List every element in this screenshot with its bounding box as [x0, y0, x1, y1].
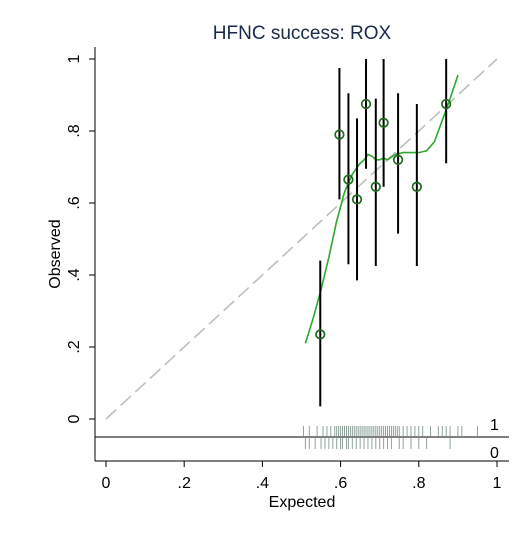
y-ticks: 0 .2 .4 .6 .8 1 — [66, 54, 95, 423]
data-point — [441, 98, 452, 110]
x-tick-label: .6 — [334, 475, 347, 492]
x-tick-label: .4 — [256, 475, 269, 492]
y-tick-label: .2 — [66, 340, 83, 353]
reference-line — [105, 58, 498, 420]
data-point — [378, 117, 389, 128]
y-tick-label: .6 — [66, 196, 83, 209]
rug-layer — [302, 426, 478, 449]
data-point — [370, 181, 381, 192]
chart-title: HFNC success: ROX — [213, 23, 392, 44]
y-axis-title: Observed — [47, 219, 64, 288]
data-point — [343, 174, 354, 185]
lowess-layer — [304, 74, 459, 344]
reference-line-layer — [105, 58, 498, 420]
y-tick-label: 1 — [66, 54, 83, 63]
x-tick-label: 1 — [493, 475, 502, 492]
x-axis-title: Expected — [269, 494, 336, 511]
data-point — [351, 194, 363, 205]
y-tick-label: .8 — [66, 124, 83, 137]
data-point — [411, 181, 422, 192]
data-point — [334, 129, 345, 140]
rug-label-failure: 0 — [490, 445, 499, 462]
data-point — [360, 98, 372, 110]
x-tick-label: .8 — [412, 475, 425, 492]
x-tick-label: .2 — [178, 475, 191, 492]
rug-label-success: 1 — [490, 417, 499, 434]
point-layer — [315, 98, 452, 340]
y-tick-label: 0 — [66, 414, 83, 423]
y-tick-label: .4 — [66, 268, 83, 281]
confidence-interval-layer — [319, 59, 448, 407]
data-point — [315, 329, 326, 340]
x-tick-label: 0 — [102, 475, 111, 492]
data-point — [392, 154, 404, 165]
lowess-curve — [304, 74, 459, 344]
x-ticks: 0 .2 .4 .6 .8 1 — [102, 461, 502, 492]
